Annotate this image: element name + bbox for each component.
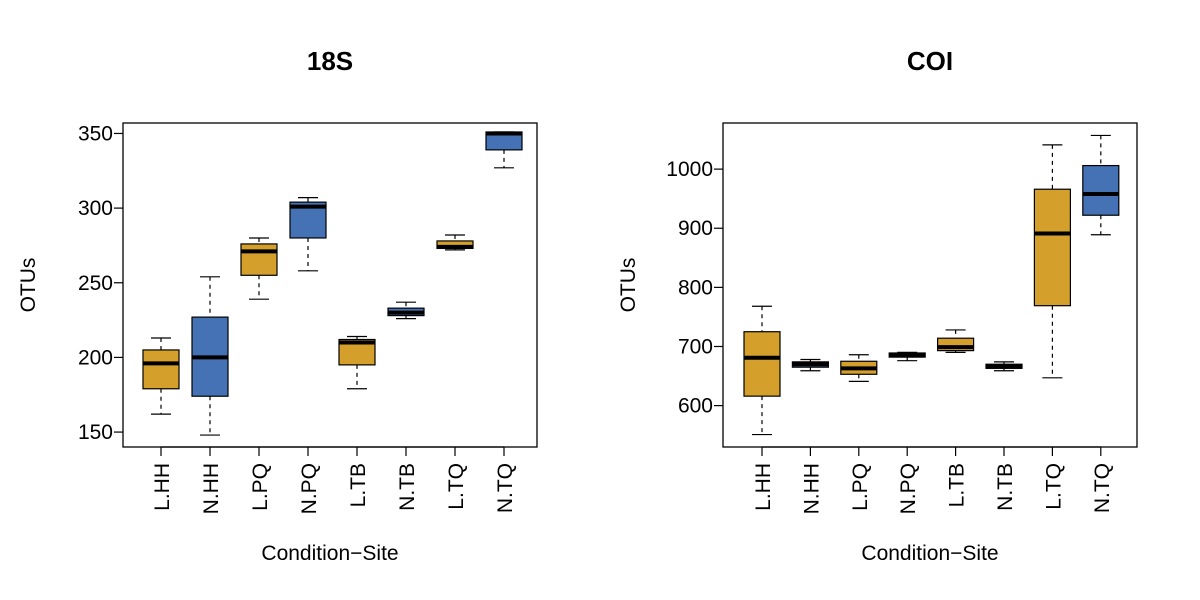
x-tick-label: N.TB	[396, 463, 419, 511]
x-tick-label: L.TB	[946, 463, 969, 507]
y-tick-label: 600	[678, 395, 713, 418]
box-iqr	[1033, 188, 1072, 307]
x-tick-label: L.TQ	[445, 463, 468, 510]
x-tick-label: N.PQ	[298, 463, 321, 514]
y-tick-label: 250	[78, 272, 113, 295]
chart-panel-1: COI 600 700 800 900 1000 OTUs L.HH N.HH L.PQ N.PQ L…	[617, 46, 1138, 565]
y-tick-label: 700	[678, 335, 713, 358]
box-iqr	[142, 349, 180, 390]
x-tick-label: N.TB	[994, 463, 1017, 511]
chart-panel-0: 18S 150 200 250 300 350 OTUs L.HH N.HH L.PQ N.PQ L.…	[17, 46, 538, 565]
x-axis-label: Condition−Site	[861, 542, 998, 565]
y-tick-label: 350	[78, 122, 113, 145]
x-tick-label: N.HH	[200, 463, 223, 514]
y-tick-label: 900	[678, 217, 713, 240]
x-tick-label: L.TQ	[1042, 463, 1065, 510]
x-tick-label: L.HH	[752, 463, 775, 511]
y-tick-label: 150	[78, 421, 113, 444]
x-tick-label: N.HH	[800, 463, 823, 514]
chart-title: COI	[907, 46, 953, 76]
plot-frame	[122, 122, 538, 448]
x-tick-label: N.TQ	[494, 463, 517, 513]
y-axis-label: OTUs	[617, 258, 640, 313]
x-tick-label: N.TQ	[1091, 463, 1114, 513]
box-iqr	[240, 243, 278, 276]
box-iqr	[743, 331, 781, 397]
y-tick-label: 800	[678, 276, 713, 299]
box-iqr	[1082, 164, 1120, 216]
x-tick-label: L.PQ	[249, 463, 272, 511]
plot-frame	[722, 122, 1138, 448]
y-tick-label: 1000	[666, 158, 713, 181]
x-tick-label: L.TB	[347, 463, 370, 507]
x-axis-label: Condition−Site	[261, 542, 398, 565]
x-tick-label: L.PQ	[849, 463, 872, 511]
y-axis-label: OTUs	[17, 258, 40, 313]
x-tick-label: L.HH	[151, 463, 174, 511]
chart-title: 18S	[307, 46, 353, 76]
y-tick-label: 300	[78, 197, 113, 220]
y-tick-label: 200	[78, 346, 113, 369]
x-tick-label: N.PQ	[897, 463, 920, 514]
